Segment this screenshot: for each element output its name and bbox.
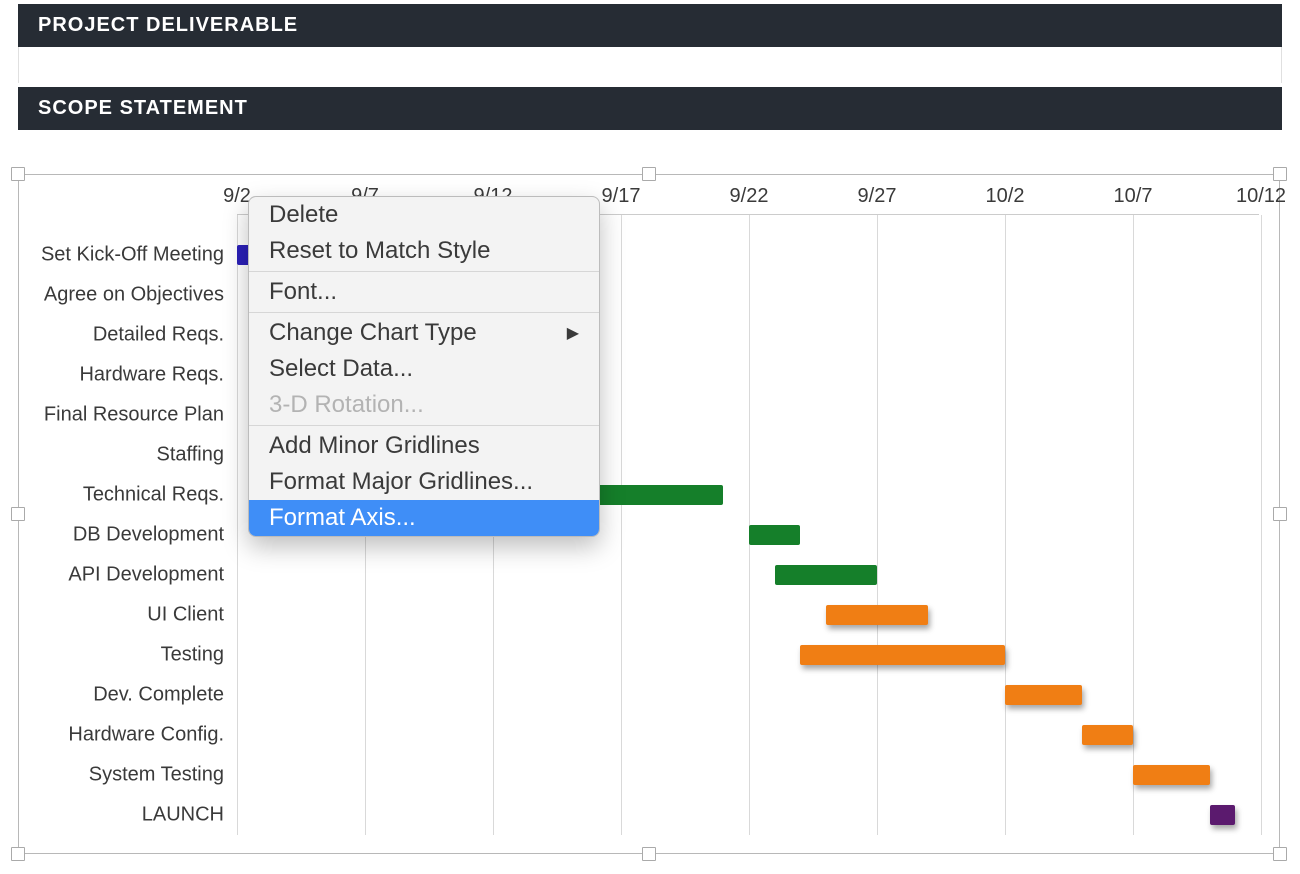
scope-statement-header: SCOPE STATEMENT	[18, 87, 1282, 130]
gridline	[237, 215, 238, 835]
menu-separator	[249, 425, 599, 426]
xaxis-tick-label: 10/7	[1114, 185, 1153, 208]
xaxis-tick-label: 9/22	[730, 185, 769, 208]
selection-handle[interactable]	[1273, 847, 1287, 861]
gantt-bar[interactable]	[800, 645, 1005, 665]
gantt-chart-object[interactable]: 9/29/79/129/179/229/2710/210/710/12 Set …	[18, 174, 1280, 854]
task-label: UI Client	[147, 604, 224, 627]
gridline	[1261, 215, 1262, 835]
spacer-row-2	[18, 130, 1282, 166]
chevron-right-icon: ▶	[567, 323, 579, 343]
menu-separator	[249, 312, 599, 313]
menu-item-label: Format Axis...	[269, 504, 416, 532]
task-label: System Testing	[89, 764, 224, 787]
gantt-bar[interactable]	[1082, 725, 1133, 745]
menu-item-label: Format Major Gridlines...	[269, 468, 533, 496]
gantt-bar[interactable]	[775, 565, 877, 585]
menu-item-label: Font...	[269, 278, 337, 306]
context-menu[interactable]: Delete Reset to Match Style Font... Change …	[248, 196, 600, 537]
menu-item-label: Reset to Match Style	[269, 237, 490, 265]
task-label: Agree on Objectives	[44, 284, 224, 307]
gantt-bar[interactable]	[1210, 805, 1236, 825]
menu-separator	[249, 271, 599, 272]
xaxis-tick-label: 9/2	[223, 185, 251, 208]
task-label: LAUNCH	[142, 804, 224, 827]
task-label: Technical Reqs.	[83, 484, 224, 507]
xaxis-tick-label: 10/2	[986, 185, 1025, 208]
task-label: DB Development	[73, 524, 224, 547]
menu-item-label: Add Minor Gridlines	[269, 432, 480, 460]
xaxis-tick-label: 9/27	[858, 185, 897, 208]
task-label: Staffing	[157, 444, 224, 467]
menu-item[interactable]: Format Major Gridlines...	[249, 464, 599, 500]
menu-item[interactable]: Select Data...	[249, 351, 599, 387]
selection-handle[interactable]	[1273, 167, 1287, 181]
menu-item[interactable]: Change Chart Type ▶	[249, 315, 599, 351]
gantt-bar[interactable]	[1005, 685, 1082, 705]
selection-handle[interactable]	[1273, 507, 1287, 521]
selection-handle[interactable]	[11, 167, 25, 181]
menu-item-label: 3-D Rotation...	[269, 391, 424, 419]
gridline	[621, 215, 622, 835]
gantt-bar[interactable]	[826, 605, 928, 625]
xaxis-tick-label: 10/12	[1236, 185, 1286, 208]
menu-item-label: Delete	[269, 201, 338, 229]
task-label: Detailed Reqs.	[93, 324, 224, 347]
menu-item-label: Select Data...	[269, 355, 413, 383]
gantt-bar[interactable]	[595, 485, 723, 505]
gridline	[1133, 215, 1134, 835]
gantt-bar[interactable]	[1133, 765, 1210, 785]
menu-item: 3-D Rotation...	[249, 387, 599, 423]
menu-item[interactable]: Font...	[249, 274, 599, 310]
menu-item[interactable]: Add Minor Gridlines	[249, 428, 599, 464]
menu-item[interactable]: Delete	[249, 197, 599, 233]
menu-item[interactable]: Format Axis...	[249, 500, 599, 536]
task-label: Set Kick-Off Meeting	[41, 244, 224, 267]
task-label: Hardware Reqs.	[79, 364, 224, 387]
menu-item[interactable]: Reset to Match Style	[249, 233, 599, 269]
xaxis-tick-label: 9/17	[602, 185, 641, 208]
gridline	[877, 215, 878, 835]
task-label: Hardware Config.	[68, 724, 224, 747]
task-label: API Development	[68, 564, 224, 587]
selection-handle[interactable]	[642, 847, 656, 861]
selection-handle[interactable]	[642, 167, 656, 181]
spacer-row-1	[18, 47, 1282, 83]
gridline	[1005, 215, 1006, 835]
task-label: Testing	[161, 644, 224, 667]
task-label: Dev. Complete	[93, 684, 224, 707]
project-deliverable-header: PROJECT DELIVERABLE	[18, 4, 1282, 47]
menu-item-label: Change Chart Type	[269, 319, 477, 347]
gantt-bar[interactable]	[749, 525, 800, 545]
selection-handle[interactable]	[11, 847, 25, 861]
task-label: Final Resource Plan	[44, 404, 224, 427]
selection-handle[interactable]	[11, 507, 25, 521]
